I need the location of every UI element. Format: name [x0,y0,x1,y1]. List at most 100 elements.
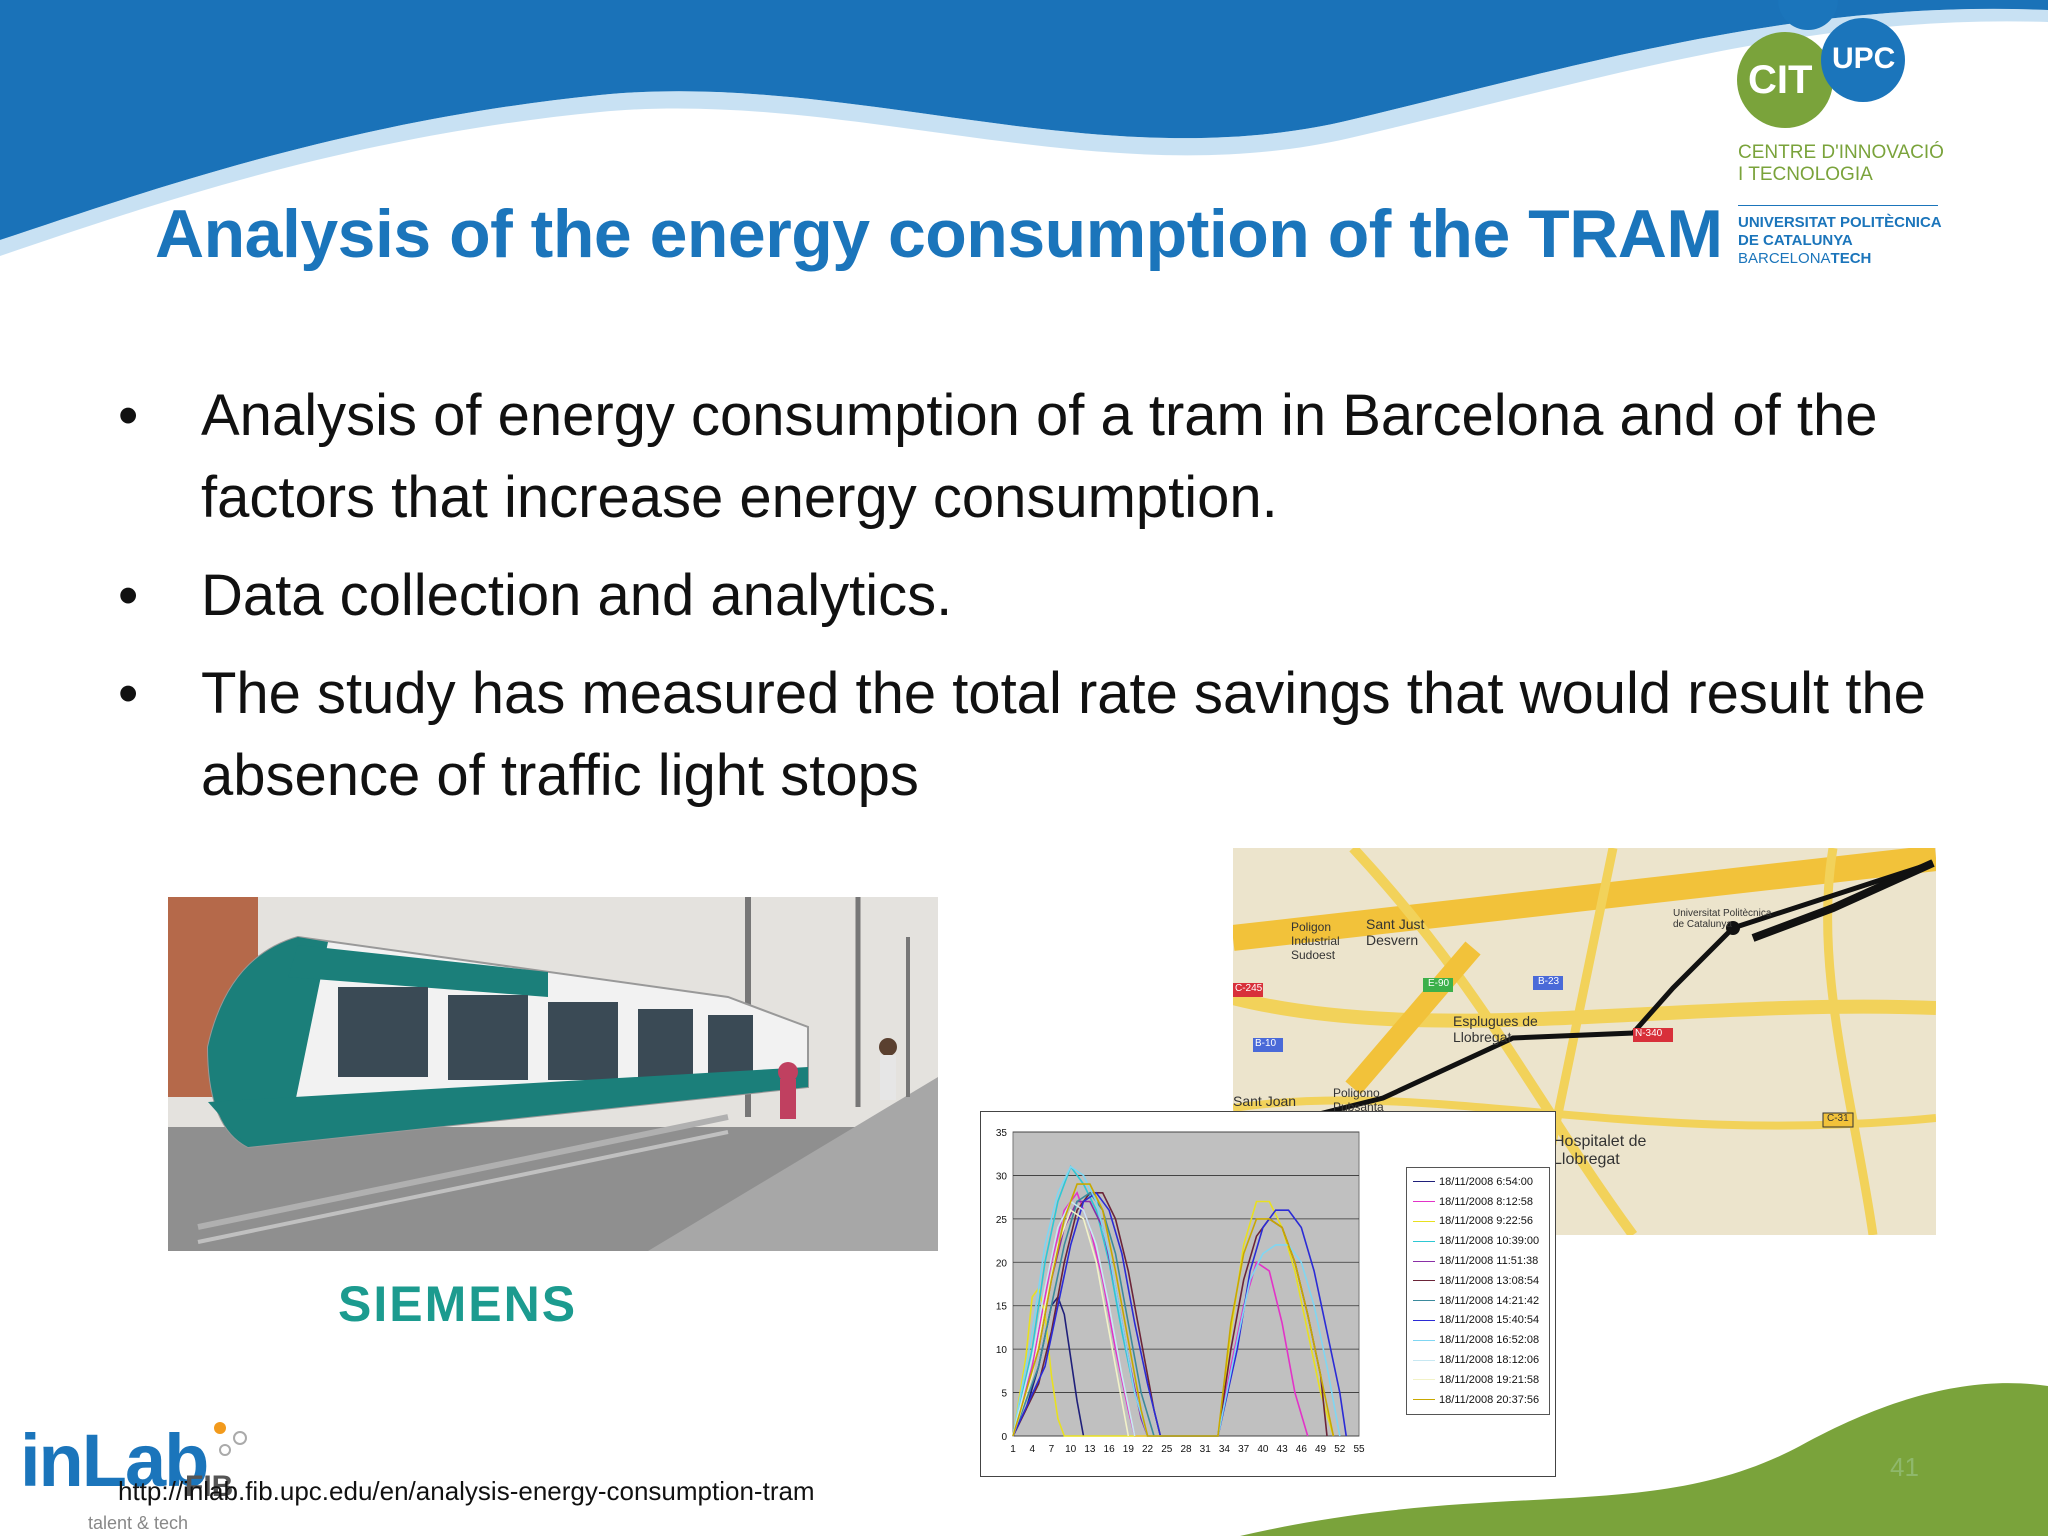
map-road-label: B-10 [1255,1038,1277,1049]
bullet-list: • Analysis of energy consumption of a tr… [118,375,1958,833]
legend-item: 18/11/2008 10:39:00 [1407,1231,1549,1251]
map-road-label: B-23 [1538,976,1560,987]
legend-item: 18/11/2008 18:12:06 [1407,1350,1549,1370]
map-label: Hospitalet de Llobregat [1553,1133,1647,1168]
legend-item: 18/11/2008 13:08:54 [1407,1271,1549,1291]
legend-swatch [1413,1240,1435,1242]
legend-label: 18/11/2008 10:39:00 [1439,1235,1540,1248]
legend-label: 18/11/2008 8:12:58 [1439,1195,1533,1208]
map-label: Poligon Industrial Sudoest [1291,920,1340,962]
series-line [1012,1183,1335,1437]
y-tick-label: 20 [996,1258,1008,1269]
map-road-label: N-340 [1635,1028,1663,1039]
legend-label: 18/11/2008 16:52:08 [1439,1334,1540,1347]
legend-item: 18/11/2008 9:22:56 [1407,1212,1549,1232]
logo-divider [1738,205,1938,206]
upc-name-line3: BARCELONATECH [1738,250,1871,268]
inlab-mark: inLab [20,1418,209,1503]
series-line [1012,1191,1155,1437]
x-tick-label: 52 [1334,1444,1346,1455]
x-tick-label: 49 [1315,1444,1327,1455]
cit-name-line1: CENTRE D'INNOVACIÓ [1738,142,1944,163]
y-tick-label: 25 [996,1215,1008,1226]
upc-mark: UPC [1832,42,1896,75]
upc-name-tech: TECH [1830,250,1872,267]
y-tick-label: 30 [996,1171,1008,1182]
x-tick-label: 46 [1296,1444,1308,1455]
inlab-wordmark: inLab [20,1419,209,1502]
cit-upc-circles-icon [1737,0,1905,128]
bullet-text: Data collection and analytics. [201,563,953,628]
x-tick-label: 25 [1161,1444,1173,1455]
upc-name-barcelona: BARCELONA [1738,250,1831,267]
inlab-dots-icon [214,1422,247,1456]
map-road-label: C-245 [1235,983,1263,994]
x-tick-label: 19 [1123,1444,1135,1455]
map-road-label: E-90 [1428,978,1450,989]
x-tick-label: 13 [1084,1444,1096,1455]
legend-swatch [1413,1359,1435,1361]
plot-area [1012,1131,1360,1437]
bullet-dot: • [118,563,139,628]
cit-name-line2: I TECNOLOGIA [1738,164,1873,185]
map-label: Universitat Politècnica de Catalunya [1673,908,1772,930]
legend-item: 18/11/2008 8:12:58 [1407,1192,1549,1212]
legend-label: 18/11/2008 9:22:56 [1439,1215,1533,1228]
legend-swatch [1413,1280,1435,1282]
map-label: Esplugues de Llobregat [1453,1013,1538,1045]
legend-label: 18/11/2008 14:21:42 [1439,1294,1540,1307]
legend-item: 18/11/2008 14:21:42 [1407,1291,1549,1311]
map-road-label: C-31 [1827,1113,1849,1124]
chart-plot: 0 5 10 15 20 25 30 35 1 4 7 10 13 16 19 22 25 28 31 34 37 40 4… [996,1128,1365,1455]
x-tick-label: 37 [1238,1444,1250,1455]
bullet-item: • The study has measured the total rate … [118,653,1958,817]
x-tick-label: 28 [1180,1444,1192,1455]
bullet-text: Analysis of energy consumption of a tram… [201,383,1878,530]
map-label: Sant Joan [1233,1093,1297,1109]
legend-swatch [1413,1260,1435,1262]
x-tick-label: 16 [1104,1444,1116,1455]
series-line [1012,1200,1136,1437]
inlab-tagline: talent & tech [88,1513,189,1533]
cit-upc-logo: CIT UPC CENTRE D'INNOVACIÓ I TECNOLOGIA … [1720,0,1960,280]
tram-photo [168,897,938,1251]
tram-illustration [168,897,938,1251]
legend-swatch [1413,1399,1435,1401]
y-tick-label: 5 [1001,1389,1007,1400]
x-tick-label: 7 [1049,1444,1055,1455]
bullet-text: The study has measured the total rate sa… [201,661,1926,808]
y-tick-label: 15 [996,1302,1008,1313]
energy-line-chart: 0 5 10 15 20 25 30 35 1 4 7 10 13 16 19 22 25 28 31 34 37 40 4… [980,1111,1556,1477]
x-tick-label: 40 [1257,1444,1269,1455]
header-wave [0,0,2048,257]
legend-label: 18/11/2008 20:37:56 [1439,1393,1540,1406]
legend-swatch [1413,1201,1435,1203]
legend-swatch [1413,1181,1435,1183]
legend-swatch [1413,1319,1435,1321]
bullet-item: • Data collection and analytics. [118,555,1958,637]
series-line [1012,1208,1130,1437]
legend-label: 18/11/2008 18:12:06 [1439,1354,1540,1367]
x-tick-label: 31 [1200,1444,1212,1455]
legend-label: 18/11/2008 13:08:54 [1439,1274,1540,1287]
footer-wave [1240,1383,2048,1536]
x-tick-label: 22 [1142,1444,1154,1455]
y-tick-label: 0 [1001,1432,1007,1443]
x-tick-label: 4 [1029,1444,1035,1455]
x-tick-label: 1 [1010,1444,1016,1455]
legend-item: 18/11/2008 6:54:00 [1407,1172,1549,1192]
bullet-dot: • [118,383,139,448]
page-number: 41 [1890,1452,1919,1482]
source-url[interactable]: http://inlab.fib.upc.edu/en/analysis-ene… [118,1476,815,1506]
x-tick-label: 34 [1219,1444,1231,1455]
inlab-logo: inLab FIB talent & tech [20,1418,320,1536]
y-tick-label: 35 [996,1128,1008,1139]
upc-name-line1: UNIVERSITAT POLITÈCNICA [1738,214,1942,231]
legend-label: 18/11/2008 19:21:58 [1439,1373,1540,1386]
y-tick-label: 10 [996,1345,1008,1356]
cit-mark: CIT [1748,58,1813,102]
legend-item: 18/11/2008 20:37:56 [1407,1390,1549,1410]
legend-swatch [1413,1300,1435,1302]
legend-label: 18/11/2008 11:51:38 [1439,1255,1539,1268]
bullet-dot: • [118,661,139,726]
